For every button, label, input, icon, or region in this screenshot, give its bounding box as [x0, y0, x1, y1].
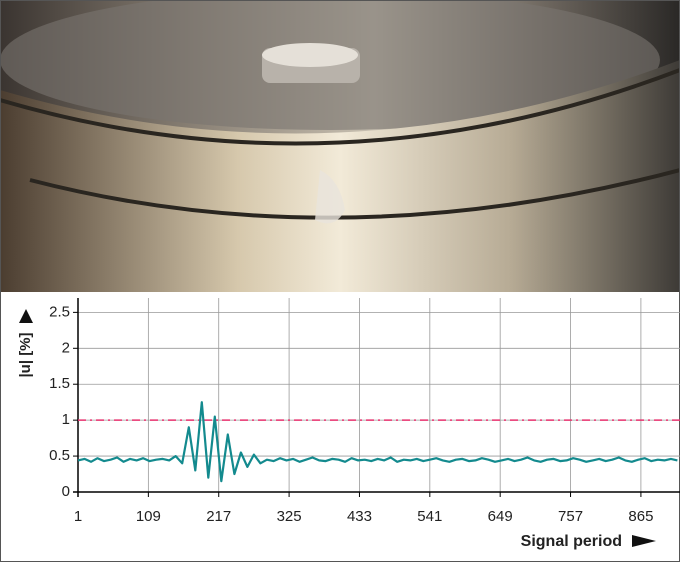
x-tick-label: 433	[347, 508, 372, 525]
photo	[0, 0, 680, 292]
chart-panel	[0, 292, 680, 562]
y-tick-label: 1.5	[49, 375, 70, 392]
x-axis-label: Signal period	[521, 533, 622, 550]
x-tick-label: 757	[558, 508, 583, 525]
x-tick-label: 109	[136, 508, 161, 525]
x-tick-label: 865	[628, 508, 653, 525]
y-tick-label: 2.5	[49, 303, 70, 320]
x-tick-label: 217	[206, 508, 231, 525]
data-line	[77, 401, 678, 483]
x-tick-label: 325	[277, 508, 302, 525]
y-arrow	[19, 309, 33, 323]
y-tick-label: 1	[62, 411, 70, 428]
x-arrow	[632, 535, 656, 547]
y-tick-label: 2	[62, 339, 70, 356]
y-axis-label: |u| [%]	[17, 332, 34, 377]
x-tick-label: 1	[74, 508, 82, 525]
x-tick-label: 649	[488, 508, 513, 525]
y-tick-label: 0	[62, 483, 70, 500]
x-tick-label: 541	[417, 508, 442, 525]
y-tick-label: 0.5	[49, 447, 70, 464]
